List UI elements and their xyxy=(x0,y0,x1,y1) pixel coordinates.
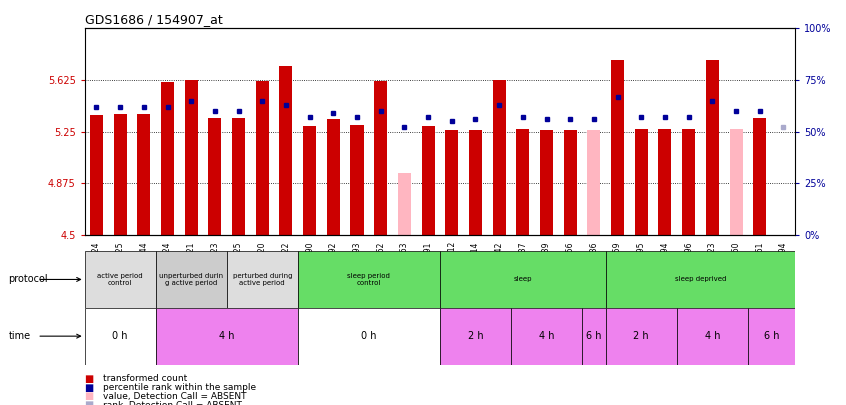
Bar xyxy=(85,308,156,364)
Bar xyxy=(677,308,748,364)
Bar xyxy=(706,60,719,235)
Bar xyxy=(298,308,440,364)
Bar xyxy=(232,118,245,235)
Bar xyxy=(440,251,606,308)
Bar xyxy=(753,118,766,235)
Bar xyxy=(156,308,298,364)
Bar xyxy=(682,129,695,235)
Text: ■: ■ xyxy=(85,374,94,384)
Text: perturbed during
active period: perturbed during active period xyxy=(233,273,292,286)
Bar xyxy=(350,125,364,235)
Bar xyxy=(184,80,198,235)
Bar xyxy=(374,81,387,235)
Text: 0 h: 0 h xyxy=(113,331,128,341)
Bar xyxy=(227,251,298,308)
Bar xyxy=(303,126,316,235)
Text: sleep: sleep xyxy=(514,277,532,282)
Text: ■: ■ xyxy=(85,392,94,401)
Bar xyxy=(611,60,624,235)
Bar xyxy=(421,126,435,235)
Bar xyxy=(606,308,677,364)
Bar xyxy=(445,130,459,235)
Bar xyxy=(298,251,440,308)
Bar xyxy=(540,130,553,235)
Bar xyxy=(582,308,606,364)
Bar xyxy=(469,130,482,235)
Text: 2 h: 2 h xyxy=(634,331,649,341)
Bar xyxy=(208,118,222,235)
Bar xyxy=(440,308,511,364)
Text: 6 h: 6 h xyxy=(764,331,779,341)
Bar xyxy=(563,130,577,235)
Text: protocol: protocol xyxy=(8,275,48,284)
Text: 6 h: 6 h xyxy=(586,331,602,341)
Text: time: time xyxy=(8,331,30,341)
Bar xyxy=(658,129,672,235)
Text: 2 h: 2 h xyxy=(468,331,483,341)
Bar xyxy=(255,81,269,235)
Bar xyxy=(511,308,582,364)
Text: ■: ■ xyxy=(85,401,94,405)
Text: 0 h: 0 h xyxy=(361,331,376,341)
Bar xyxy=(777,235,790,246)
Bar xyxy=(606,251,795,308)
Text: 4 h: 4 h xyxy=(539,331,554,341)
Text: ■: ■ xyxy=(85,383,94,392)
Bar xyxy=(748,308,795,364)
Text: percentile rank within the sample: percentile rank within the sample xyxy=(103,383,256,392)
Text: transformed count: transformed count xyxy=(103,374,188,383)
Text: active period
control: active period control xyxy=(97,273,143,286)
Text: rank, Detection Call = ABSENT: rank, Detection Call = ABSENT xyxy=(103,401,242,405)
Bar xyxy=(113,114,127,235)
Bar xyxy=(327,119,340,235)
Text: unperturbed durin
g active period: unperturbed durin g active period xyxy=(159,273,223,286)
Bar xyxy=(516,129,530,235)
Text: 4 h: 4 h xyxy=(705,331,720,341)
Bar xyxy=(90,115,103,235)
Bar xyxy=(279,66,293,235)
Text: sleep deprived: sleep deprived xyxy=(675,277,726,282)
Text: GDS1686 / 154907_at: GDS1686 / 154907_at xyxy=(85,13,222,26)
Bar xyxy=(161,82,174,235)
Bar xyxy=(398,173,411,235)
Bar xyxy=(156,251,227,308)
Bar xyxy=(587,130,601,235)
Text: 4 h: 4 h xyxy=(219,331,234,341)
Bar xyxy=(634,129,648,235)
Bar xyxy=(137,114,151,235)
Bar xyxy=(492,80,506,235)
Bar xyxy=(729,129,743,235)
Text: value, Detection Call = ABSENT: value, Detection Call = ABSENT xyxy=(103,392,247,401)
Text: sleep period
control: sleep period control xyxy=(348,273,390,286)
Bar xyxy=(85,251,156,308)
